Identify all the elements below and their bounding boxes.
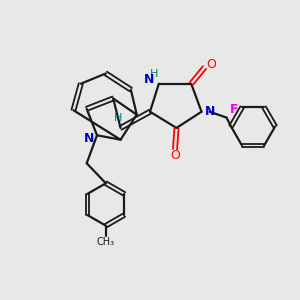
Text: N: N (205, 105, 215, 118)
Text: H: H (113, 113, 122, 124)
Text: N: N (84, 132, 94, 145)
Text: H: H (150, 69, 159, 79)
Text: O: O (206, 58, 216, 71)
Text: O: O (170, 149, 180, 162)
Text: N: N (144, 73, 154, 86)
Text: F: F (230, 103, 238, 116)
Text: CH₃: CH₃ (97, 237, 115, 247)
